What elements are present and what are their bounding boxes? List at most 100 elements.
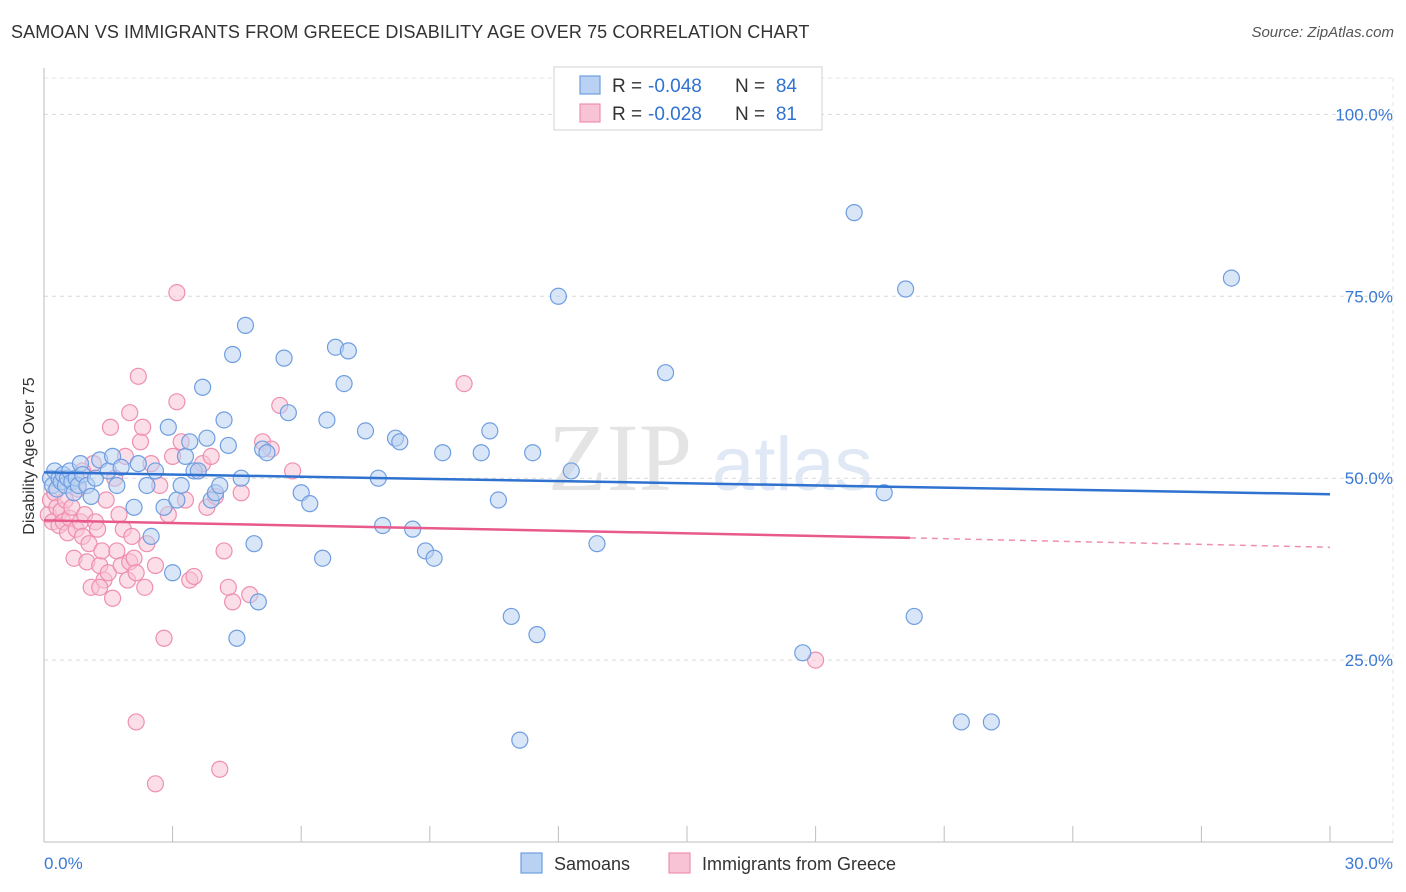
point-samoans-45 xyxy=(224,345,242,364)
point-samoans-79 xyxy=(588,535,606,553)
point-samoans-61 xyxy=(339,342,357,360)
point-samoans-32 xyxy=(168,491,186,509)
point-samoans-39 xyxy=(198,429,216,447)
legend-r-value-2: -0.028 xyxy=(648,104,702,125)
legend-r-label-2: R = xyxy=(612,104,642,125)
point-samoans-84 xyxy=(897,280,915,298)
point-samoans-78 xyxy=(562,462,580,480)
point-samoans-24 xyxy=(125,498,143,516)
point-greece-78 xyxy=(91,578,109,596)
point-samoans-17 xyxy=(82,487,100,505)
bottom-legend-swatch-samoans xyxy=(520,852,543,874)
point-samoans-62 xyxy=(356,422,375,440)
point-samoans-26 xyxy=(138,476,156,495)
point-greece-33 xyxy=(110,505,128,524)
point-samoans-49 xyxy=(245,535,263,553)
axis-layer xyxy=(43,68,1393,843)
point-samoans-86 xyxy=(952,713,970,731)
point-samoans-22 xyxy=(108,476,126,495)
point-samoans-38 xyxy=(194,378,212,396)
point-greece-53 xyxy=(168,393,186,411)
x-tick-label-min: 0.0% xyxy=(44,854,83,873)
point-samoans-50 xyxy=(249,593,267,611)
point-greece-48 xyxy=(146,556,165,575)
point-samoans-56 xyxy=(301,495,319,513)
point-greece-23 xyxy=(88,520,107,538)
point-greece-76 xyxy=(455,375,473,393)
y-tick-label-25: 25.0% xyxy=(1345,651,1393,670)
point-greece-30 xyxy=(103,589,122,607)
legend-r-label-1: R = xyxy=(612,76,642,97)
point-greece-64 xyxy=(219,578,237,596)
top-legend: R = -0.048 N = 84 R = -0.028 N = 81 xyxy=(553,66,823,131)
point-samoans-58 xyxy=(318,411,336,429)
point-greece-72 xyxy=(127,713,145,731)
trend-layer xyxy=(43,471,1331,549)
bottom-legend-swatch-greece xyxy=(668,852,691,874)
point-greece-27 xyxy=(97,491,115,509)
watermark: ZIP atlas xyxy=(548,404,873,511)
point-samoans-72 xyxy=(481,422,499,440)
point-greece-29 xyxy=(101,418,120,436)
point-samoans-80 xyxy=(656,364,675,382)
chart-title: SAMOAN VS IMMIGRANTS FROM GREECE DISABIL… xyxy=(11,22,810,42)
point-greece-45 xyxy=(136,578,154,596)
trend-line-greece xyxy=(43,519,910,540)
legend-n-value-2: 81 xyxy=(776,104,797,125)
trend-line-greece-extension xyxy=(909,537,1331,549)
source-label: Source: ZipAtlas.com xyxy=(1251,24,1394,41)
legend-r-value-1: -0.048 xyxy=(648,76,702,97)
point-samoans-31 xyxy=(164,564,182,582)
point-greece-44 xyxy=(133,418,152,436)
point-greece-66 xyxy=(232,484,250,502)
point-greece-73 xyxy=(146,775,165,793)
point-samoans-88 xyxy=(1222,269,1241,287)
point-samoans-77 xyxy=(549,287,568,305)
point-greece-61 xyxy=(202,447,220,465)
point-samoans-57 xyxy=(314,549,332,567)
trend-line-samoans xyxy=(43,471,1331,496)
point-samoans-64 xyxy=(374,516,392,535)
point-samoans-42 xyxy=(211,476,229,495)
point-samoans-74 xyxy=(502,607,520,626)
bottom-legend-label-samoans: Samoans xyxy=(554,854,630,874)
point-greece-65 xyxy=(224,593,242,611)
point-samoans-53 xyxy=(275,349,293,367)
legend-swatch-samoans xyxy=(579,75,601,95)
point-greece-40 xyxy=(125,549,143,567)
point-samoans-52 xyxy=(258,444,276,462)
watermark-zip: ZIP xyxy=(548,404,692,511)
point-greece-19 xyxy=(80,535,98,553)
point-greece-43 xyxy=(131,433,150,451)
point-samoans-73 xyxy=(489,491,507,509)
point-samoans-25 xyxy=(129,455,147,473)
x-tick-label-max: 30.0% xyxy=(1345,854,1393,873)
point-greece-71 xyxy=(284,462,302,480)
y-axis-label: Disability Age Over 75 xyxy=(21,377,38,535)
series-samoans xyxy=(41,204,1241,749)
point-samoans-76 xyxy=(528,626,546,644)
point-samoans-66 xyxy=(391,433,409,451)
y-tick-label-50: 50.0% xyxy=(1345,469,1393,488)
point-samoans-28 xyxy=(146,462,165,480)
point-greece-25 xyxy=(93,542,111,560)
y-tick-label-100: 100.0% xyxy=(1335,105,1393,124)
point-samoans-29 xyxy=(155,498,173,516)
point-greece-50 xyxy=(155,629,173,647)
point-greece-42 xyxy=(129,367,147,385)
point-samoans-69 xyxy=(425,549,443,567)
point-samoans-71 xyxy=(472,444,490,462)
point-samoans-83 xyxy=(875,484,893,502)
point-samoans-48 xyxy=(236,316,255,334)
point-samoans-44 xyxy=(219,436,237,455)
point-samoans-23 xyxy=(112,458,130,476)
bottom-legend-label-greece: Immigrants from Greece xyxy=(702,854,896,874)
point-samoans-70 xyxy=(434,444,452,462)
point-greece-75 xyxy=(211,760,229,778)
y-tick-label-75: 75.0% xyxy=(1345,287,1393,306)
point-greece-80 xyxy=(121,404,139,422)
point-samoans-37 xyxy=(189,462,207,480)
legend-n-value-1: 84 xyxy=(776,76,798,97)
point-samoans-75 xyxy=(524,444,542,462)
watermark-atlas: atlas xyxy=(712,422,873,507)
